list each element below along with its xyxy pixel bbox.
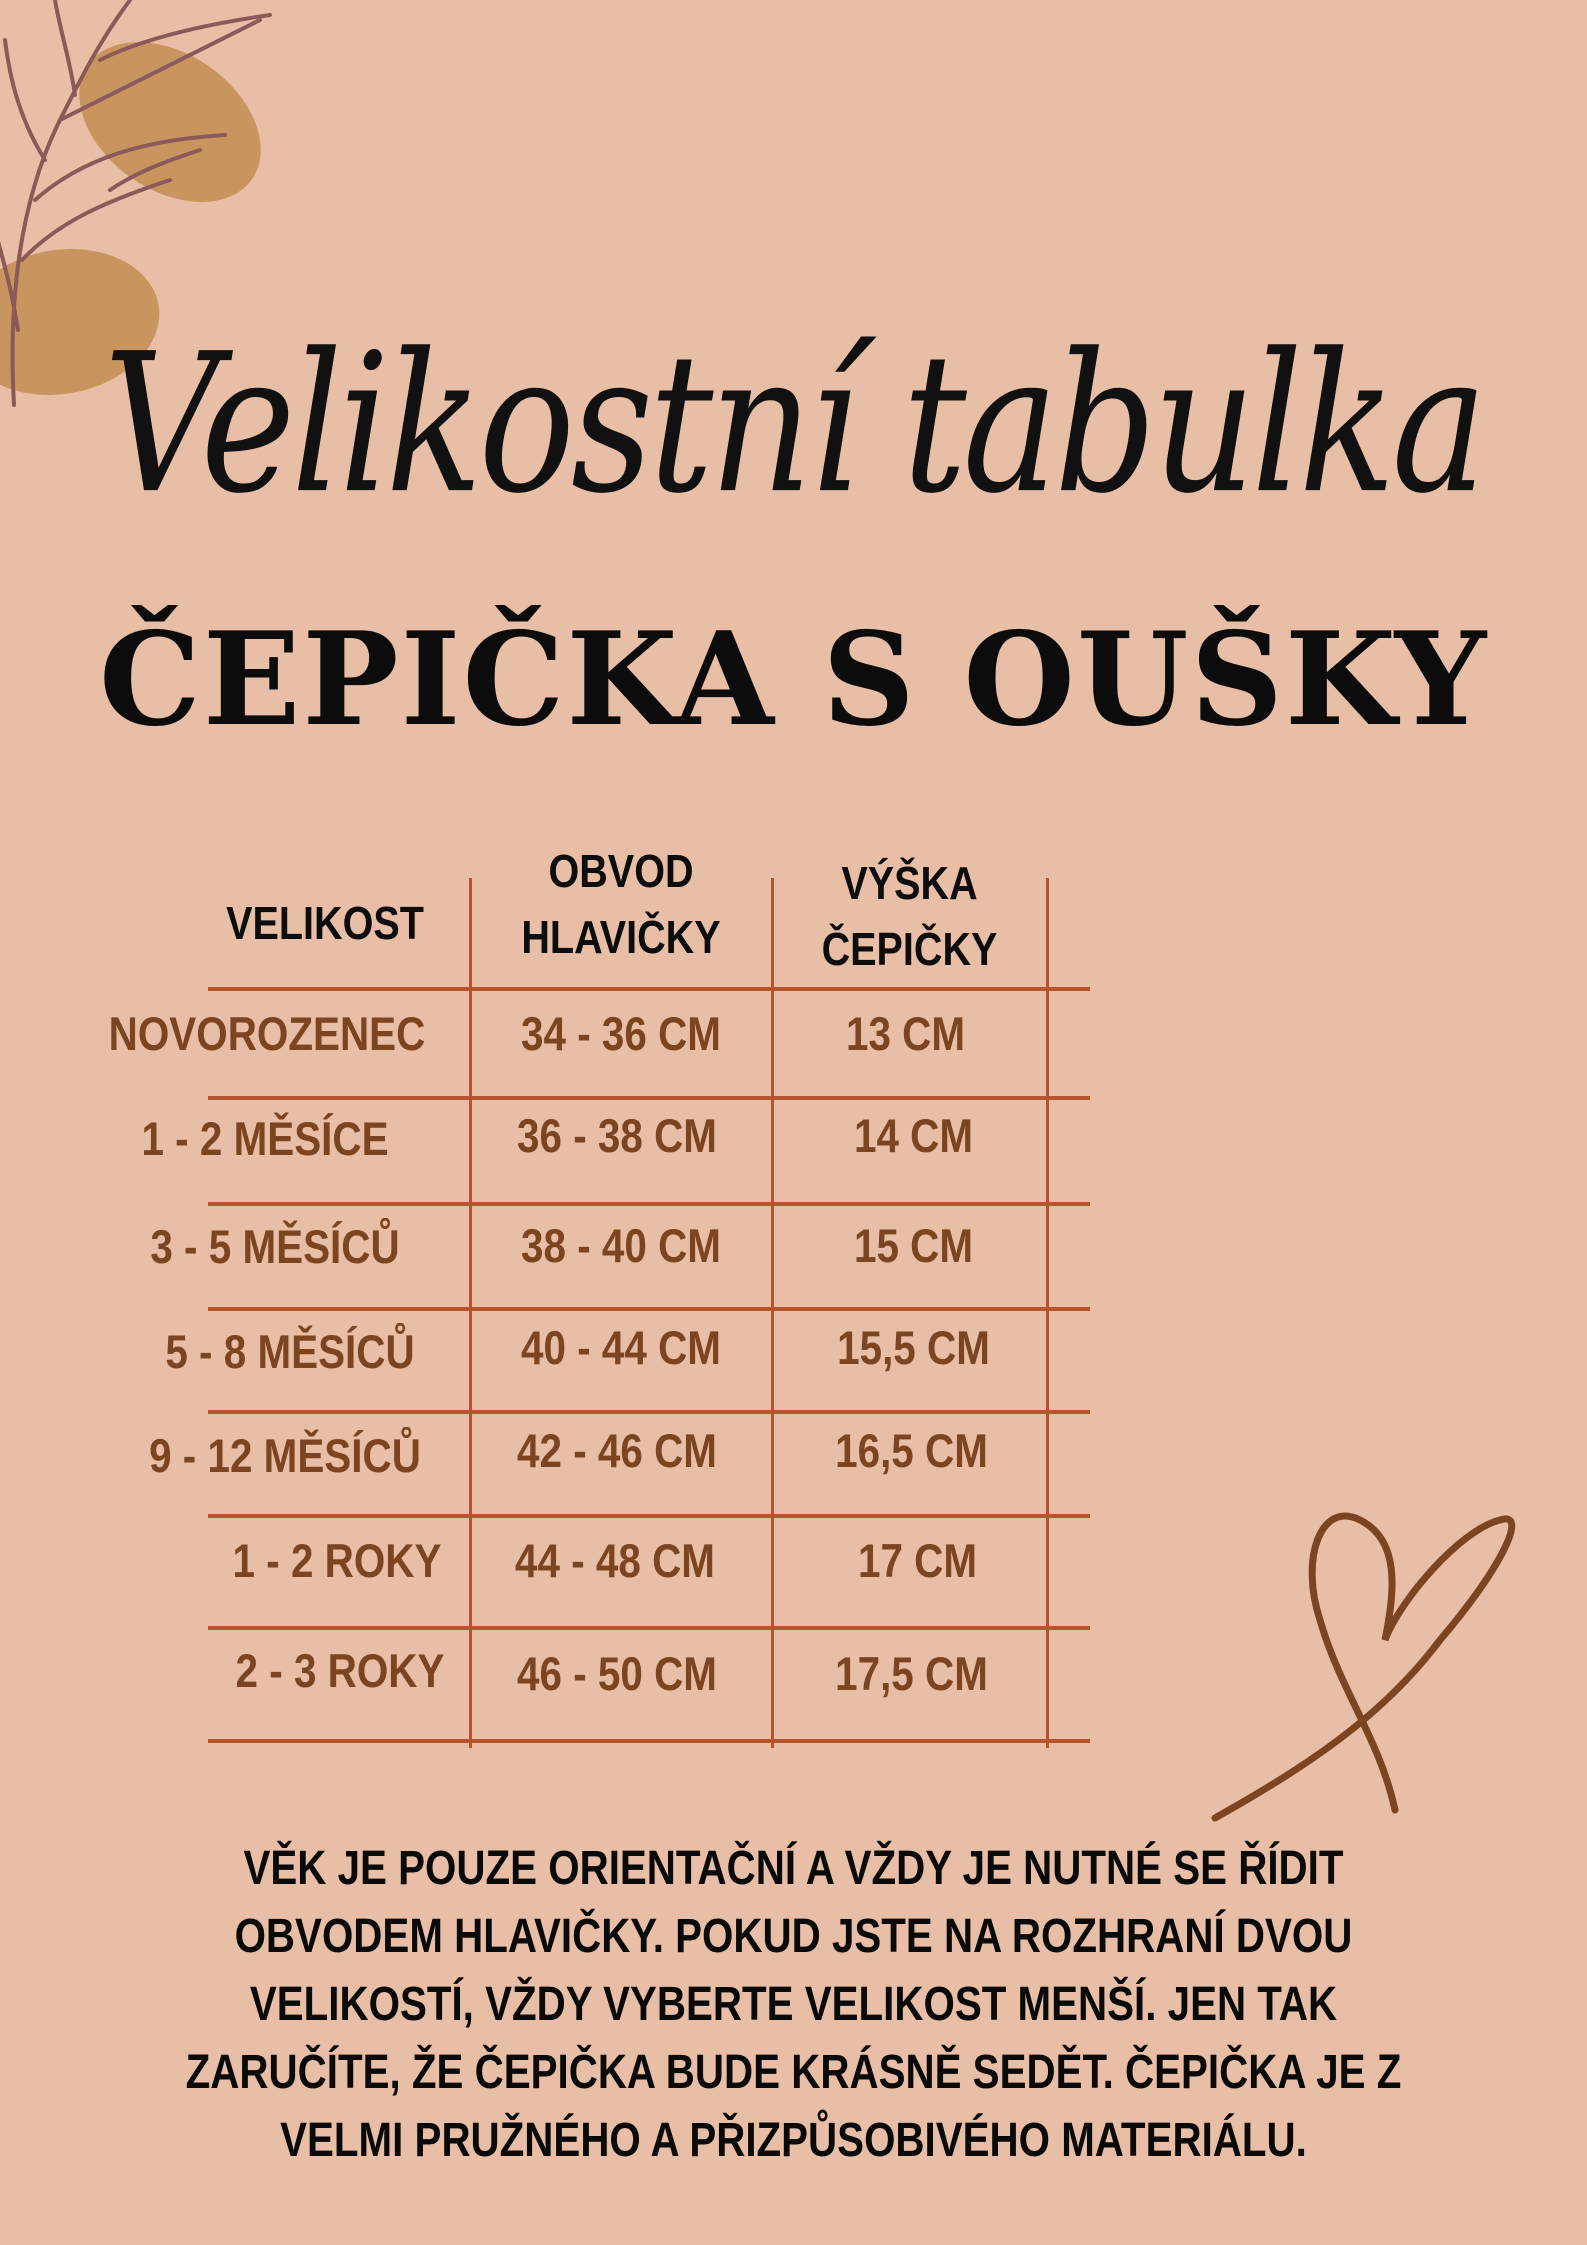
cell-height: 14 CM: [853, 1109, 974, 1162]
cell-size: 2 - 3 ROKY: [235, 1644, 445, 1697]
table-divider: [1046, 878, 1049, 1748]
table-divider: [208, 1410, 1090, 1414]
table-divider: [208, 1514, 1090, 1518]
header-size: VELIKOST: [226, 897, 424, 949]
table-divider: [208, 1626, 1090, 1630]
cell-circumference: 44 - 48 CM: [515, 1534, 715, 1587]
page-subtitle: ČEPIČKA S OUŠKY: [98, 605, 1489, 755]
cell-height: 15 CM: [853, 1219, 974, 1272]
cell-height: 17,5 CM: [835, 1647, 988, 1700]
table-divider: [208, 1307, 1090, 1311]
cell-size: 1 - 2 ROKY: [232, 1534, 442, 1587]
cell-circumference: 42 - 46 CM: [517, 1424, 717, 1477]
cell-height: 16,5 CM: [835, 1424, 988, 1477]
header-height-line1: VÝŠKA: [841, 857, 978, 909]
note-line: ZARUČÍTE, ŽE ČEPIČKA BUDE KRÁSNĚ SEDĚT. …: [185, 2046, 1402, 2099]
table-divider: [771, 878, 774, 1748]
cell-size: NOVOROZENEC: [108, 1007, 426, 1060]
branch-icon: [0, 0, 272, 407]
cell-size: 1 - 2 MĚSÍCE: [141, 1112, 389, 1165]
cell-size: 9 - 12 MĚSÍCŮ: [149, 1429, 421, 1482]
cell-circumference: 34 - 36 CM: [521, 1007, 721, 1060]
note-line: VĚK JE POUZE ORIENTAČNÍ A VŽDY JE NUTNÉ …: [243, 1842, 1344, 1895]
header-circumference-line1: OBVOD: [548, 845, 694, 897]
cell-size: 3 - 5 MĚSÍCŮ: [150, 1220, 400, 1273]
note-line: VELMI PRUŽNÉHO A PŘIZPŮSOBIVÉHO MATERIÁL…: [280, 2114, 1307, 2167]
table-divider: [469, 878, 472, 1748]
cell-height: 13 CM: [845, 1007, 966, 1060]
cell-height: 15,5 CM: [837, 1321, 990, 1374]
table-divider: [208, 1096, 1090, 1100]
note-line: OBVODEM HLAVIČKY. POKUD JSTE NA ROZHRANÍ…: [234, 1910, 1353, 1963]
page-title: Velikostní tabulka: [103, 311, 1487, 536]
header-height-line2: ČEPIČKY: [821, 923, 998, 975]
cell-circumference: 46 - 50 CM: [517, 1647, 717, 1700]
cell-size: 5 - 8 MĚSÍCŮ: [165, 1325, 415, 1378]
cell-circumference: 40 - 44 CM: [521, 1321, 721, 1374]
cell-height: 17 CM: [857, 1534, 978, 1587]
header-circumference: OBVOD HLAVIČKY: [491, 838, 751, 970]
cell-circumference: 38 - 40 CM: [521, 1219, 721, 1272]
heart-icon: [1211, 1512, 1516, 1822]
table-divider: [208, 1739, 1090, 1743]
table-divider: [208, 1202, 1090, 1206]
sizing-note: VĚK JE POUZE ORIENTAČNÍ A VŽDY JE NUTNÉ …: [0, 1835, 1587, 2175]
cell-circumference: 36 - 38 CM: [517, 1109, 717, 1162]
header-circumference-line2: HLAVIČKY: [521, 911, 721, 963]
header-height: VÝŠKA ČEPIČKY: [791, 850, 1028, 982]
table-divider: [208, 987, 1090, 991]
note-line: VELIKOSTÍ, VŽDY VYBERTE VELIKOST MENŠÍ. …: [249, 1978, 1338, 2031]
